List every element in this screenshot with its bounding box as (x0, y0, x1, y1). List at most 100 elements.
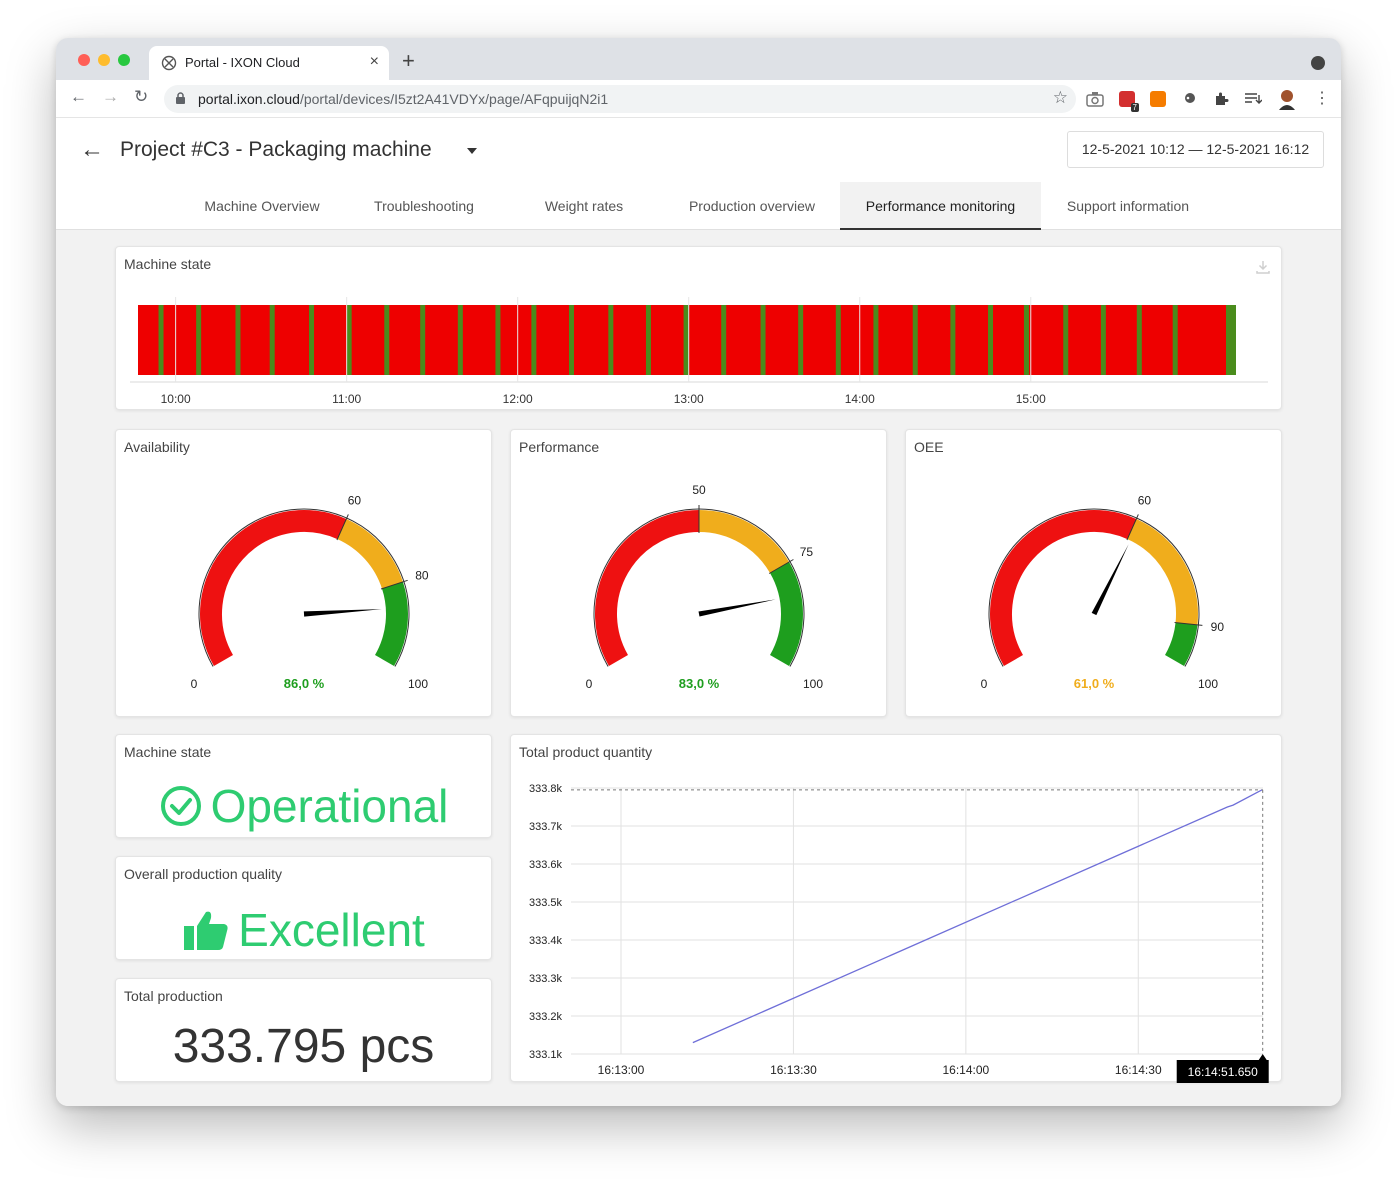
gauge-max-label: 100 (1198, 677, 1218, 691)
card-title: Machine state (124, 744, 212, 760)
state-running-segment (420, 305, 426, 375)
gauge-threshold-label: 60 (348, 494, 362, 508)
chart-y-tick-label: 333.4k (529, 935, 563, 947)
timeline-tick-label: 14:00 (845, 392, 875, 406)
chart-y-tick-label: 333.1k (529, 1049, 563, 1061)
gauge-needle (303, 609, 382, 617)
gauge-max-label: 100 (803, 677, 823, 691)
extension-ghost-icon[interactable] (1182, 91, 1198, 107)
gauge-needle (698, 599, 776, 617)
gauge-band (1164, 622, 1198, 666)
gauge-outline (988, 508, 1200, 667)
puzzle-extensions-icon[interactable] (1213, 91, 1229, 107)
state-running-segment (912, 305, 918, 375)
state-running-segment (873, 305, 879, 375)
gauge-band (769, 562, 803, 666)
total-product-quantity-card: Total product quantity 333.1k 333.2k 333.3… (510, 734, 1282, 1083)
state-running-segment (457, 305, 463, 375)
browser-window: Portal - IXON Cloud × + ← → ↻ portal.ixo… (56, 38, 1341, 1106)
reading-list-icon[interactable] (1244, 91, 1262, 107)
chart-series-line (692, 789, 1263, 1044)
card-title: Total production (124, 988, 223, 1004)
forward-arrow-icon[interactable]: → (102, 87, 119, 106)
chart-y-tick-label: 333.8k (529, 783, 563, 795)
state-running-segment (1063, 305, 1069, 375)
gauge-threshold-tick (336, 514, 349, 541)
state-running-segment (645, 305, 651, 375)
tab-title: Portal - IXON Cloud (185, 55, 300, 70)
back-arrow-icon[interactable]: ← (70, 87, 87, 106)
state-running-segment (1023, 305, 1029, 375)
url-text: portal.ixon.cloud/portal/devices/I5zt2A4… (198, 91, 608, 107)
extension-red-icon[interactable]: 7 (1119, 91, 1139, 112)
tab-performance-monitoring[interactable]: Performance monitoring (840, 182, 1041, 230)
extension-chart-icon[interactable] (1150, 91, 1166, 107)
state-running-segment (158, 305, 164, 375)
browser-toolbar: ← → ↻ portal.ixon.cloud/portal/devices/I… (56, 80, 1341, 118)
machine-state-status: Operational (116, 775, 491, 833)
back-arrow-icon[interactable]: ← (80, 136, 104, 163)
gauge-threshold-tick (1174, 621, 1203, 626)
state-running-segment (269, 305, 275, 375)
date-range-picker[interactable]: 12-5-2021 10:12 — 12-5-2021 16:12 (1067, 131, 1324, 168)
card-title: Overall production quality (124, 866, 282, 882)
total-product-quantity-chart: 333.1k 333.2k 333.3k 333.4k 333.5k 333.6k 333.… (529, 783, 1269, 1083)
state-running-segment (568, 305, 574, 375)
tab-troubleshooting[interactable]: Troubleshooting (374, 198, 474, 214)
browser-tab[interactable]: Portal - IXON Cloud × (149, 46, 389, 80)
gauge-threshold-tick (380, 579, 408, 590)
close-window-button[interactable] (78, 54, 90, 66)
user-avatar[interactable] (1277, 88, 1297, 110)
browser-menu-icon[interactable]: ⋮ (1314, 90, 1330, 107)
timeline-tick-label: 12:00 (503, 392, 533, 406)
close-tab-icon[interactable]: × (369, 53, 379, 70)
machine-state-card: Machine state Operational (115, 734, 492, 838)
chart-x-tick-label: 16:14:00 (942, 1063, 989, 1077)
state-running-segment (950, 305, 956, 375)
card-title: Availability (124, 439, 190, 455)
gauge-value-label: 61,0 % (1074, 676, 1115, 691)
gauge-band (990, 510, 1137, 666)
camera-icon[interactable] (1086, 91, 1104, 107)
state-running-segment (196, 305, 202, 375)
availability-gauge: 60 80 0 100 86,0 % (191, 494, 429, 691)
total-production-value: 333.795 pcs (172, 1020, 435, 1073)
gauge-needle (1091, 544, 1129, 616)
production-quality-status: Excellent (116, 899, 491, 957)
tab-production-overview[interactable]: Production overview (688, 198, 816, 214)
production-quality-value: Excellent (238, 903, 425, 956)
gauge-band (200, 510, 347, 666)
gauge-band (595, 510, 700, 666)
ixon-favicon-icon (161, 55, 177, 71)
timeline-tick-label: 11:00 (332, 392, 361, 406)
gauge-max-label: 100 (408, 677, 428, 691)
chart-x-tick-label: 16:14:30 (1115, 1063, 1162, 1077)
gauge-band (337, 518, 403, 590)
profile-menu-icon[interactable] (1311, 56, 1325, 70)
tab-support-information[interactable]: Support information (1066, 198, 1190, 214)
state-running-segment (1100, 305, 1106, 375)
chart-crosshair-pointer (1258, 1054, 1267, 1060)
gauge-band (698, 510, 790, 574)
address-bar[interactable]: portal.ixon.cloud/portal/devices/I5zt2A4… (164, 85, 1076, 113)
zoom-window-button[interactable] (118, 54, 130, 66)
bookmark-star-icon[interactable]: ☆ (1052, 88, 1068, 107)
gauge-min-label: 0 (586, 677, 593, 691)
card-title: Performance (519, 439, 600, 455)
project-title[interactable]: Project #C3 - Packaging machine (120, 138, 432, 161)
chart-crosshair-label-box (1176, 1060, 1269, 1083)
state-running-segment (608, 305, 614, 375)
state-running-segment (384, 305, 390, 375)
minimize-window-button[interactable] (98, 54, 110, 66)
project-dropdown-chevron-icon[interactable] (467, 148, 477, 154)
tab-weight-rates[interactable]: Weight rates (544, 198, 624, 214)
new-tab-icon[interactable]: + (402, 48, 415, 73)
tab-machine-overview[interactable]: Machine Overview (204, 198, 320, 214)
reload-icon[interactable]: ↻ (134, 87, 149, 106)
download-icon[interactable] (1255, 259, 1271, 275)
machine-state-timeline-card: Machine state 10:00 11:00 12:00 13:00 14:00 1… (115, 246, 1282, 410)
oee-gauge-card: OEE 60 90 0 100 61,0 % (905, 429, 1282, 717)
performance-gauge: 50 75 0 100 83,0 % (586, 483, 824, 691)
state-running-segment (1136, 305, 1142, 375)
chart-y-tick-label: 333.6k (529, 859, 563, 871)
